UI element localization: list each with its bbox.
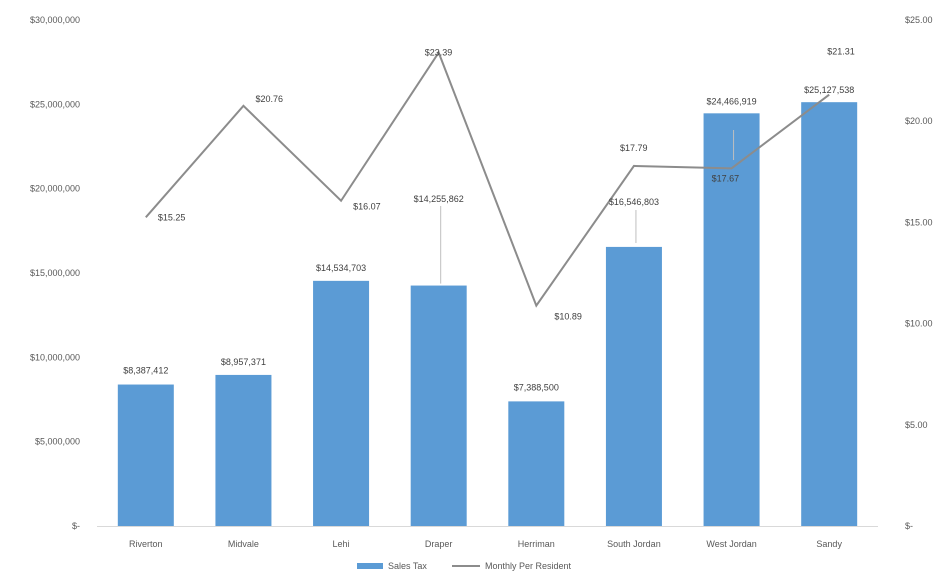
- bar-data-label: $8,387,412: [123, 366, 168, 376]
- bar-data-label: $8,957,371: [221, 357, 266, 367]
- bar-data-label: $24,466,919: [707, 96, 757, 106]
- bar: [801, 102, 858, 526]
- line-data-label: $16.07: [353, 202, 381, 212]
- legend: Sales Tax Monthly Per Resident: [357, 561, 572, 571]
- right-axis-tick-label: $20.00: [905, 116, 933, 126]
- bar-data-label: $16,546,803: [609, 197, 659, 207]
- legend-label-line: Monthly Per Resident: [485, 561, 572, 571]
- bar: [605, 246, 662, 526]
- line-data-label: $23.39: [425, 48, 453, 58]
- left-axis-tick-label: $5,000,000: [35, 437, 80, 447]
- left-axis-tick-label: $25,000,000: [30, 99, 80, 109]
- left-axis: $- $5,000,000 $10,000,000 $15,000,000 $20,00…: [30, 15, 80, 531]
- right-axis: $- $5.00 $10.00 $15.00 $20.00 $25.00: [905, 15, 933, 531]
- bar: [215, 374, 272, 526]
- bar: [410, 285, 467, 526]
- category-label: Herriman: [518, 539, 555, 549]
- line-data-label: $20.76: [255, 94, 283, 104]
- category-label: Lehi: [333, 539, 350, 549]
- line-data-labels: $15.25 $20.76 $16.07 $23.39 $10.89 $17.79 $17.…: [158, 47, 855, 322]
- bar-data-labels: $8,387,412 $8,957,371 $14,534,703 $14,255,8…: [123, 85, 854, 392]
- right-axis-tick-label: $10.00: [905, 319, 933, 329]
- line-path: [145, 50, 830, 308]
- legend-label-bar: Sales Tax: [388, 561, 427, 571]
- bar: [313, 280, 370, 526]
- line-data-label: $10.89: [554, 312, 582, 322]
- leader-lines: [440, 130, 735, 284]
- bar-series: [117, 102, 858, 526]
- bar: [117, 384, 174, 526]
- bar-data-label: $14,255,862: [414, 194, 464, 204]
- left-axis-tick-label: $-: [72, 521, 80, 531]
- left-axis-tick-label: $10,000,000: [30, 352, 80, 362]
- category-label: South Jordan: [607, 539, 661, 549]
- line-series: [145, 50, 830, 308]
- category-label: West Jordan: [706, 539, 756, 549]
- line-data-label: $21.31: [827, 47, 855, 57]
- left-axis-tick-label: $30,000,000: [30, 15, 80, 25]
- category-label: Riverton: [129, 539, 163, 549]
- line-data-label: $17.67: [712, 173, 740, 183]
- bar: [508, 401, 565, 526]
- bar-data-label: $14,534,703: [316, 263, 366, 273]
- category-labels: Riverton Midvale Lehi Draper Herriman South J…: [129, 539, 842, 549]
- left-axis-tick-label: $15,000,000: [30, 268, 80, 278]
- line-data-label: $15.25: [158, 212, 186, 222]
- line-data-label: $17.79: [620, 143, 648, 153]
- legend-swatch-bar: [357, 563, 383, 569]
- bar-data-label: $7,388,500: [514, 382, 559, 392]
- right-axis-tick-label: $15.00: [905, 217, 933, 227]
- right-axis-tick-label: $5.00: [905, 420, 928, 430]
- category-label: Midvale: [228, 539, 259, 549]
- bar: [703, 113, 760, 526]
- right-axis-tick-label: $25.00: [905, 15, 933, 25]
- bar-data-label: $25,127,538: [804, 85, 854, 95]
- category-label: Draper: [425, 539, 453, 549]
- left-axis-tick-label: $20,000,000: [30, 184, 80, 194]
- right-axis-tick-label: $-: [905, 521, 913, 531]
- category-label: Sandy: [816, 539, 842, 549]
